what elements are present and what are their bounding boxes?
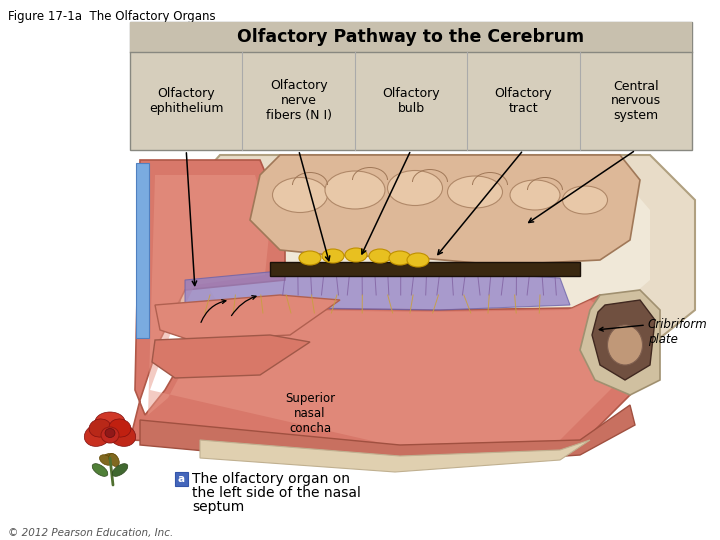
Ellipse shape [369, 249, 391, 263]
Text: Olfactory Pathway to the Cerebrum: Olfactory Pathway to the Cerebrum [238, 28, 585, 46]
Ellipse shape [99, 455, 112, 465]
Ellipse shape [101, 427, 119, 443]
Ellipse shape [272, 178, 328, 213]
Ellipse shape [103, 454, 117, 462]
Ellipse shape [89, 419, 111, 437]
Ellipse shape [407, 253, 429, 267]
Text: Olfactory
ephithelium: Olfactory ephithelium [149, 87, 223, 115]
Ellipse shape [108, 423, 135, 447]
Polygon shape [148, 175, 625, 445]
Polygon shape [580, 290, 660, 395]
Polygon shape [200, 440, 590, 472]
Ellipse shape [84, 423, 112, 447]
Bar [270, 262, 580, 276]
Text: Cribriform
plate: Cribriform plate [648, 318, 708, 346]
Ellipse shape [562, 186, 608, 214]
Polygon shape [130, 160, 640, 450]
Text: Figure 17-1a  The Olfactory Organs: Figure 17-1a The Olfactory Organs [8, 10, 215, 23]
Text: Olfactory
tract: Olfactory tract [495, 87, 552, 115]
Bar [130, 22, 692, 52]
Text: Olfactory
nerve
fibers (N I): Olfactory nerve fibers (N I) [266, 79, 332, 123]
Bar [130, 22, 692, 150]
Ellipse shape [608, 325, 642, 365]
Bar [136, 163, 149, 338]
Ellipse shape [299, 251, 321, 265]
Text: © 2012 Pearson Education, Inc.: © 2012 Pearson Education, Inc. [8, 528, 174, 538]
Polygon shape [180, 155, 695, 370]
Ellipse shape [92, 464, 108, 476]
Text: The olfactory organ on: The olfactory organ on [192, 472, 350, 486]
Polygon shape [152, 335, 310, 378]
Polygon shape [155, 295, 340, 340]
Bar [175, 472, 188, 486]
Text: the left side of the nasal: the left side of the nasal [192, 486, 361, 500]
Polygon shape [250, 155, 640, 265]
Ellipse shape [95, 412, 125, 432]
Text: Central
nervous
system: Central nervous system [611, 79, 661, 123]
Ellipse shape [109, 454, 120, 467]
Polygon shape [592, 300, 655, 380]
Text: Olfactory
bulb: Olfactory bulb [382, 87, 440, 115]
Polygon shape [140, 405, 635, 468]
Polygon shape [185, 268, 570, 310]
Polygon shape [210, 175, 650, 340]
Text: septum: septum [192, 500, 244, 514]
Ellipse shape [510, 180, 560, 210]
Ellipse shape [325, 171, 385, 209]
Ellipse shape [109, 419, 131, 437]
Ellipse shape [389, 251, 411, 265]
Text: Superior
nasal
concha: Superior nasal concha [285, 392, 335, 435]
Ellipse shape [387, 171, 443, 206]
Ellipse shape [112, 464, 128, 476]
Ellipse shape [322, 249, 344, 263]
Ellipse shape [105, 429, 115, 437]
Ellipse shape [448, 176, 503, 208]
Ellipse shape [345, 248, 367, 262]
Text: a: a [178, 474, 185, 484]
